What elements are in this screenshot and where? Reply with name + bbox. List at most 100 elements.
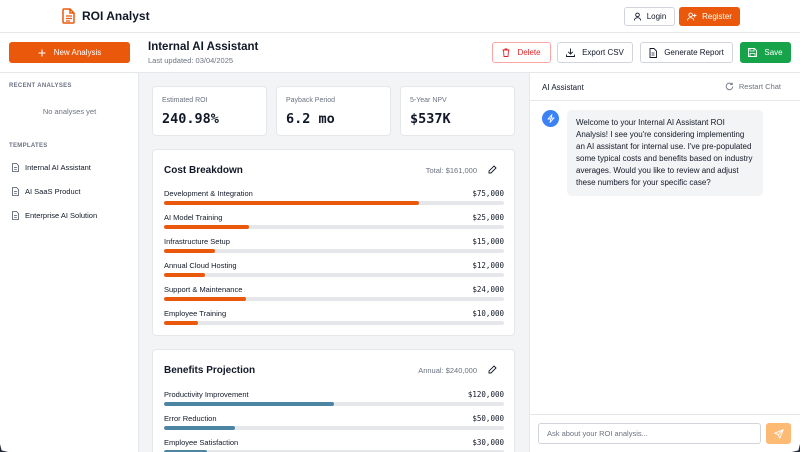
cost-item-label: Support & Maintenance [164, 285, 243, 294]
top-bar: ROI Analyst Login Register [0, 0, 800, 33]
cost-item: AI Model Training $25,000 [164, 213, 504, 233]
templates-heading: TEMPLATES [9, 143, 48, 149]
benefit-bar-track [164, 426, 504, 430]
main-content[interactable]: Estimated ROI 240.98% Payback Period 6.2… [139, 73, 529, 452]
cost-bar-fill [164, 249, 215, 253]
cost-bar-track [164, 225, 504, 229]
user-icon [633, 12, 642, 21]
benefit-item-value: $50,000 [472, 414, 504, 423]
recent-empty-state: No analyses yet [42, 107, 97, 116]
cost-item-value: $24,000 [472, 285, 504, 294]
benefit-bar-track [164, 402, 504, 406]
sidebar: RECENT ANALYSES No analyses yet TEMPLATE… [0, 73, 139, 452]
delete-label: Delete [517, 48, 541, 57]
cost-bar-fill [164, 297, 246, 301]
kpi-value: 6.2 mo [286, 111, 335, 127]
edit-costs-button[interactable] [488, 165, 497, 174]
trash-icon [502, 48, 510, 57]
benefit-item-label: Error Reduction [164, 414, 217, 423]
save-label: Save [764, 48, 783, 57]
benefit-item-value: $30,000 [472, 438, 504, 447]
refresh-icon [725, 82, 734, 91]
benefit-bar-fill [164, 402, 334, 406]
file-icon [12, 187, 19, 196]
analysis-header: New Analysis Internal AI Assistant Last … [0, 33, 800, 73]
generate-report-button[interactable]: Generate Report [640, 42, 733, 63]
brand[interactable]: ROI Analyst [62, 8, 150, 24]
benefits-projection-card: Benefits Projection Annual: $240,000 Pro… [152, 349, 515, 452]
cost-bar-fill [164, 273, 205, 277]
chat-input[interactable] [538, 423, 761, 444]
register-button[interactable]: Register [679, 7, 740, 26]
cost-bar-track [164, 321, 504, 325]
benefit-bar-fill [164, 426, 235, 430]
file-text-icon [649, 47, 658, 58]
cost-total: Total: $161,000 [425, 166, 477, 175]
cost-breakdown-title: Cost Breakdown [164, 165, 243, 176]
cost-item-value: $75,000 [472, 189, 504, 198]
kpi-value: 240.98% [162, 111, 219, 127]
chat-title: AI Assistant [542, 83, 584, 92]
cost-item-label: Infrastructure Setup [164, 237, 230, 246]
cost-item-label: Development & Integration [164, 189, 253, 198]
benefit-bar-track [164, 450, 504, 452]
file-icon [12, 163, 19, 172]
kpi-npv: 5-Year NPV $537K [400, 86, 515, 136]
assistant-message: Welcome to your Internal AI Assistant RO… [567, 110, 763, 196]
restart-label: Restart Chat [738, 82, 781, 91]
chat-panel: AI Assistant Restart Chat Welcome to you… [529, 73, 800, 452]
chat-composer [530, 414, 800, 452]
download-icon [566, 48, 576, 57]
benefits-title: Benefits Projection [164, 365, 256, 376]
edit-benefits-button[interactable] [488, 365, 497, 374]
kpi-estimated-roi: Estimated ROI 240.98% [152, 86, 267, 136]
benefit-item: Productivity Improvement $120,000 [164, 390, 504, 410]
lightning-icon [547, 114, 555, 123]
app-title: ROI Analyst [82, 9, 150, 23]
kpi-label: Payback Period [286, 97, 336, 104]
template-item-internal-ai-assistant[interactable]: Internal AI Assistant [12, 163, 91, 172]
restart-chat-button[interactable]: Restart Chat [725, 82, 781, 91]
user-plus-icon [687, 12, 697, 21]
template-label: Enterprise AI Solution [25, 211, 98, 220]
report-label: Generate Report [664, 48, 724, 57]
document-icon [62, 8, 76, 24]
template-item-enterprise-ai-solution[interactable]: Enterprise AI Solution [12, 211, 97, 220]
register-label: Register [702, 12, 732, 21]
pencil-icon [488, 165, 497, 174]
cost-bar-fill [164, 225, 249, 229]
cost-item: Annual Cloud Hosting $12,000 [164, 261, 504, 281]
cost-item: Support & Maintenance $24,000 [164, 285, 504, 305]
delete-button[interactable]: Delete [492, 42, 551, 63]
benefit-item: Employee Satisfaction $30,000 [164, 438, 504, 452]
cost-item-value: $12,000 [472, 261, 504, 270]
cost-item-label: Employee Training [164, 309, 227, 318]
cost-item-value: $10,000 [472, 309, 504, 318]
save-icon [748, 48, 758, 57]
benefit-item-label: Productivity Improvement [164, 390, 249, 399]
export-csv-button[interactable]: Export CSV [557, 42, 633, 63]
benefit-item-value: $120,000 [467, 390, 504, 399]
template-item-ai-saas-product[interactable]: AI SaaS Product [12, 187, 80, 196]
benefits-total: Annual: $240,000 [418, 366, 477, 375]
cost-bar-fill [164, 321, 198, 325]
kpi-label: Estimated ROI [162, 97, 208, 104]
cost-item-label: AI Model Training [164, 213, 223, 222]
cost-bar-track [164, 249, 504, 253]
cost-bar-fill [164, 201, 419, 205]
file-icon [12, 211, 19, 220]
new-analysis-label: New Analysis [53, 48, 102, 57]
kpi-payback-period: Payback Period 6.2 mo [276, 86, 391, 136]
kpi-label: 5-Year NPV [410, 97, 447, 104]
cost-item: Employee Training $10,000 [164, 309, 504, 329]
login-button[interactable]: Login [624, 7, 675, 26]
cost-item: Development & Integration $75,000 [164, 189, 504, 209]
cost-item-value: $15,000 [472, 237, 504, 246]
cost-bar-track [164, 273, 504, 277]
new-analysis-button[interactable]: New Analysis [9, 42, 130, 63]
save-button[interactable]: Save [740, 42, 791, 63]
cost-breakdown-card: Cost Breakdown Total: $161,000 Developme… [152, 149, 515, 336]
send-button[interactable] [766, 423, 791, 444]
template-label: AI SaaS Product [25, 187, 81, 196]
benefit-item-label: Employee Satisfaction [164, 438, 239, 447]
